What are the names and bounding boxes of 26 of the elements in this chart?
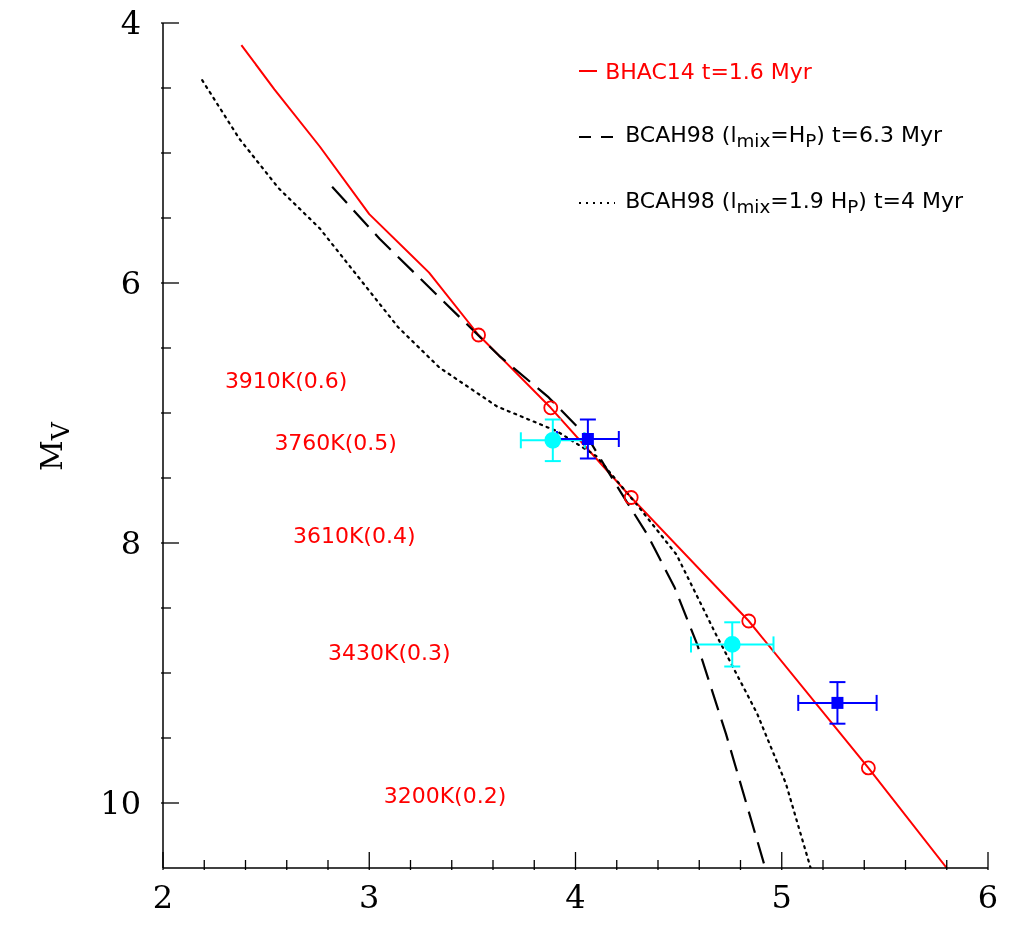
annotation: 3200K(0.2) (383, 782, 507, 808)
annotation: 3610K(0.4) (292, 522, 416, 548)
point (860, 760, 876, 776)
x-tick-label: 4 (565, 878, 586, 916)
y-tick-label: 10 (100, 784, 141, 822)
annotation: 3910K(0.6) (224, 367, 348, 393)
point (831, 696, 844, 709)
point (623, 490, 639, 505)
x-tick-label: 6 (977, 878, 999, 916)
point (543, 400, 559, 416)
x-tick-label: 5 (771, 878, 792, 916)
annotation: 3760K(0.5) (274, 430, 397, 456)
text: BHAC14 t=1.6 Myr (605, 58, 812, 84)
y-tick-label: 4 (120, 4, 141, 42)
y-tick-label: 8 (120, 524, 141, 562)
x-tick-label: 2 (152, 878, 174, 916)
y-tick-label: 6 (120, 264, 141, 302)
point (471, 327, 486, 343)
point (741, 613, 757, 629)
point (581, 433, 594, 445)
legend-label: BCAH98 (l$_{mix}$=1.9 H$_{P}$) t=4 Myr (625, 188, 963, 218)
point (544, 431, 562, 449)
annotation: 3430K(0.3) (328, 639, 451, 665)
legend-label: BCAH98 (l$_{mix}$=H$_{P}$) t=6.3 Myr (625, 122, 943, 152)
point (723, 636, 741, 653)
x-tick-label: 3 (359, 878, 380, 916)
